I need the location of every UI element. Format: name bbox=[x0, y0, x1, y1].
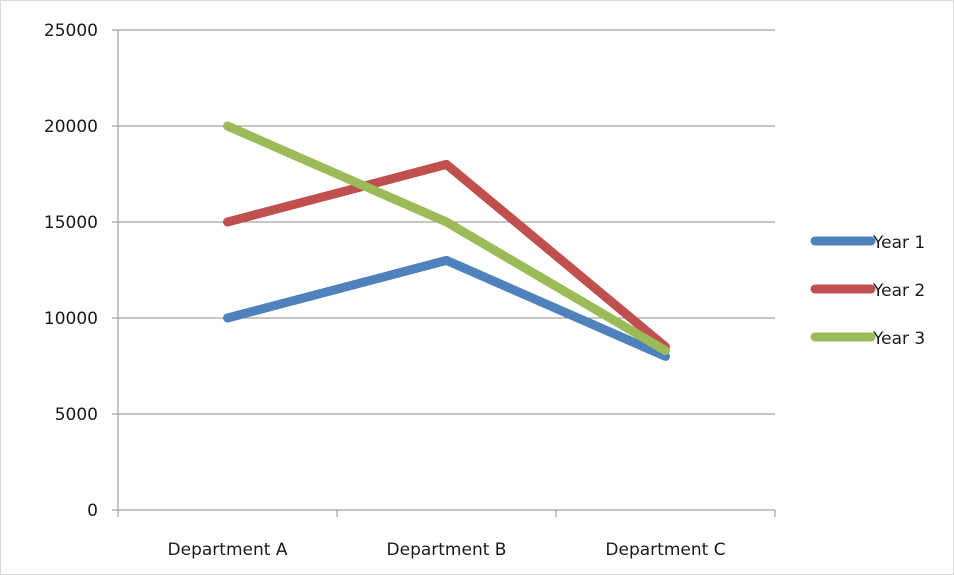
y-tick-label: 5000 bbox=[55, 405, 98, 425]
axes bbox=[112, 29, 776, 517]
x-tick-label: Department A bbox=[168, 540, 288, 560]
legend-item-year-2: Year 2 bbox=[810, 281, 925, 301]
x-axis-tick-labels: Department A Department B Department C bbox=[168, 540, 726, 560]
series-lines bbox=[223, 121, 670, 361]
x-tick-label: Department C bbox=[605, 540, 725, 560]
y-axis-tick-labels: 0 5000 10000 15000 20000 25000 bbox=[44, 21, 98, 521]
legend: Year 1 Year 2 Year 3 bbox=[810, 233, 925, 349]
legend-label: Year 2 bbox=[872, 281, 925, 301]
legend-label: Year 1 bbox=[872, 233, 925, 253]
y-tick-label: 20000 bbox=[44, 117, 98, 137]
legend-item-year-1: Year 1 bbox=[810, 233, 925, 253]
legend-label: Year 3 bbox=[872, 329, 925, 349]
y-tick-label: 25000 bbox=[44, 21, 98, 41]
y-tick-label: 10000 bbox=[44, 309, 98, 329]
y-tick-label: 15000 bbox=[44, 213, 98, 233]
legend-item-year-3: Year 3 bbox=[810, 329, 925, 349]
y-tick-label: 0 bbox=[87, 501, 98, 521]
x-tick-label: Department B bbox=[387, 540, 507, 560]
